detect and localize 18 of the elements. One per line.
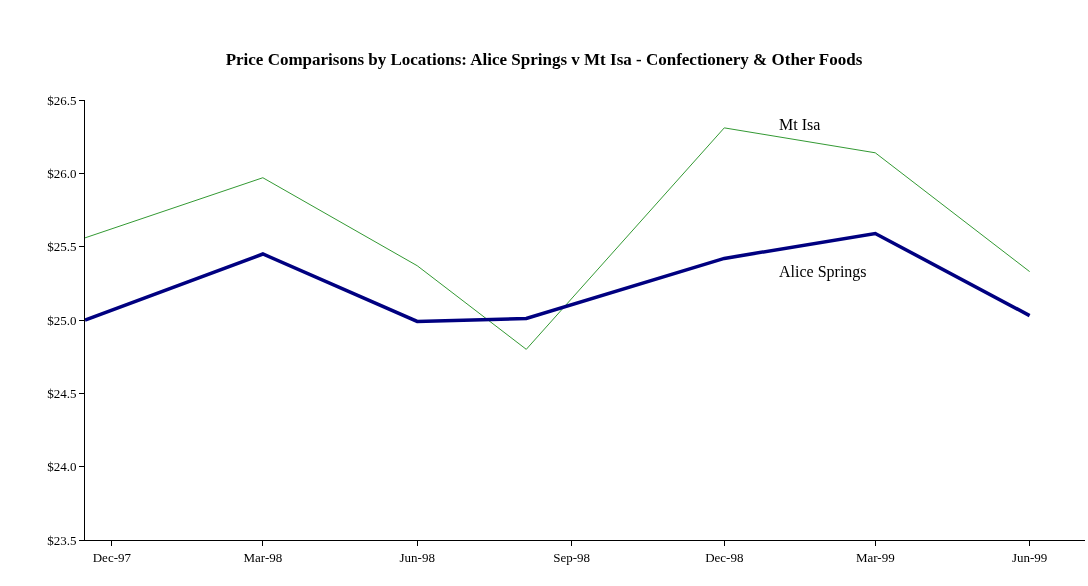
y-tick-label: $24.0 bbox=[47, 459, 77, 475]
x-tick-label: Sep-98 bbox=[553, 549, 590, 565]
x-tick-label: Jun-98 bbox=[399, 549, 435, 565]
line-series bbox=[85, 231, 1032, 324]
series-label: Alice Springs bbox=[779, 263, 867, 281]
series-label: Mt Isa bbox=[779, 116, 821, 133]
y-tick-label: $24.5 bbox=[47, 385, 77, 401]
y-tick-label: $26.5 bbox=[47, 92, 77, 108]
y-tick-label: $26.0 bbox=[47, 165, 77, 181]
y-tick-label: $25.5 bbox=[47, 239, 77, 255]
x-tick-label: Dec-98 bbox=[705, 549, 744, 565]
chart-title: Price Comparisons by Locations: Alice Springs v Mt Isa - Confectionery & Other Foods bbox=[225, 49, 863, 69]
x-tick-label: Mar-99 bbox=[855, 549, 895, 565]
y-tick-label: $23.5 bbox=[47, 532, 77, 548]
x-tick-label: Mar-98 bbox=[243, 549, 283, 565]
y-tick-label: $25.0 bbox=[47, 312, 77, 328]
x-tick-label: Dec-97 bbox=[92, 549, 132, 565]
x-tick-label: Jun-99 bbox=[1011, 549, 1048, 565]
